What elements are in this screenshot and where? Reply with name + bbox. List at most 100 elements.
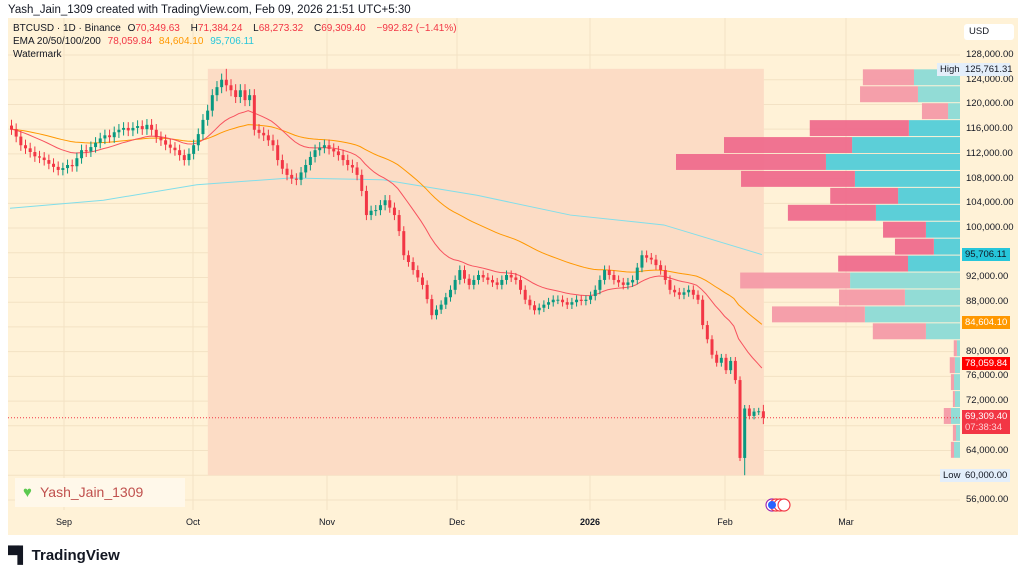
candle-body [467, 278, 471, 285]
candle-body [645, 255, 649, 258]
brand-name: TradingView [31, 547, 120, 564]
candle-body [140, 126, 144, 130]
symbol-name[interactable]: BTCUSD · 1D · Binance [13, 23, 121, 34]
volume-profile-down-bar [894, 238, 934, 255]
candle-body [136, 126, 140, 128]
volume-profile-down-bar [883, 221, 926, 238]
candle-body [649, 257, 653, 260]
candle-body [743, 408, 747, 458]
candle-body [56, 166, 60, 170]
price-tick-label: 124,000.00 [966, 73, 1014, 85]
candle-body [523, 289, 527, 300]
low-price-label: 60,000.00 [962, 469, 1010, 482]
candle-body [234, 90, 238, 98]
candle-body [252, 95, 256, 130]
low-label: L [253, 23, 259, 34]
candle-body [322, 145, 326, 148]
volume-profile-up-bar [864, 306, 960, 323]
high-price-label: 125,761.31 [962, 63, 1013, 76]
volume-profile-up-bar [850, 272, 960, 289]
candle-body [10, 125, 13, 130]
candle-body [434, 309, 438, 316]
watermark-text: Yash_Jain_1309 [40, 484, 144, 500]
candle-body [346, 160, 350, 166]
candle-body [187, 153, 191, 161]
candle-body [280, 160, 284, 169]
candle-body [500, 279, 504, 285]
volume-profile-up-bar [917, 86, 960, 103]
candle-body [80, 150, 84, 159]
candle-body [719, 357, 723, 363]
candle-body [425, 284, 429, 300]
candle-body [332, 148, 336, 152]
candle-body [486, 277, 490, 280]
price-tick-label: 116,000.00 [966, 123, 1013, 135]
price-tick-label: 120,000.00 [966, 98, 1014, 110]
candle-body [533, 305, 537, 311]
candle-body [654, 259, 658, 266]
candle-body [159, 137, 163, 141]
candle-body [733, 360, 737, 381]
symbol-legend: BTCUSD · 1D · Binance O70,349.63 H71,384… [13, 23, 461, 34]
candle-body [682, 292, 686, 295]
candle-body [631, 279, 635, 283]
time-tick-label: Mar [838, 517, 854, 527]
candle-body [262, 132, 266, 136]
candle-body [28, 148, 32, 153]
ema200-value: 95,706.11 [210, 36, 254, 47]
time-tick-label: 2026 [579, 517, 601, 527]
ema200-line [9, 177, 763, 256]
candle-body [416, 270, 420, 278]
volume-profile-up-bar [956, 424, 960, 441]
candle-body [617, 279, 621, 283]
volume-profile-up-bar [925, 323, 960, 340]
volume-profile-up-bar [908, 255, 960, 272]
volume-profile-down-bar [953, 340, 957, 357]
candle-body [752, 411, 756, 416]
time-tick-label: Sep [55, 517, 73, 527]
candle-body [364, 190, 368, 216]
date-range-selection [207, 68, 764, 476]
currency-button[interactable]: USD [964, 24, 1014, 40]
heart-icon: ♥ [23, 484, 32, 501]
candle-body [70, 165, 74, 167]
candle-body [397, 215, 401, 232]
candle-body [75, 158, 79, 167]
volume-profile-up-bar [950, 408, 960, 424]
candle-body [164, 140, 168, 145]
candle-body [38, 156, 42, 158]
candle-body [266, 135, 270, 141]
price-tick-label: 104,000.00 [966, 197, 1014, 209]
candle-body [192, 145, 196, 154]
candle-body [201, 119, 205, 135]
candle-body [182, 155, 186, 161]
candle-body [547, 302, 551, 305]
candle-body [52, 163, 56, 167]
candle-body [402, 231, 406, 256]
price-tick-label: 88,000.00 [966, 296, 1009, 308]
volume-profile-down-bar [723, 137, 853, 154]
candle-body [84, 150, 88, 152]
candle-body [710, 339, 714, 355]
high-value: 71,384.24 [197, 23, 243, 34]
candle-body [122, 127, 126, 130]
candle-body [220, 79, 224, 88]
tradingview-logo[interactable]: ▀▌ TradingView [8, 547, 120, 565]
candle-body [411, 262, 415, 271]
time-tick-label: Feb [717, 517, 733, 527]
candle-body [33, 152, 37, 157]
volume-profile-up-bar [852, 137, 960, 154]
candle-body [131, 127, 135, 131]
change-value: −992.82 (−1.41%) [376, 23, 457, 34]
volume-profile-up-bar [933, 238, 960, 255]
candle-body [579, 299, 583, 301]
ema20-line [9, 110, 763, 369]
candle-body [318, 147, 322, 151]
candle-body [444, 297, 448, 305]
ema-legend[interactable]: EMA 20/50/100/200 78,059.84 84,604.10 95… [13, 36, 258, 47]
volume-profile-down-bar [949, 357, 955, 374]
candle-body [304, 165, 308, 173]
volume-profile-down-bar [676, 154, 826, 170]
watermark-legend[interactable]: Watermark [13, 49, 62, 60]
candle-body [612, 275, 616, 280]
